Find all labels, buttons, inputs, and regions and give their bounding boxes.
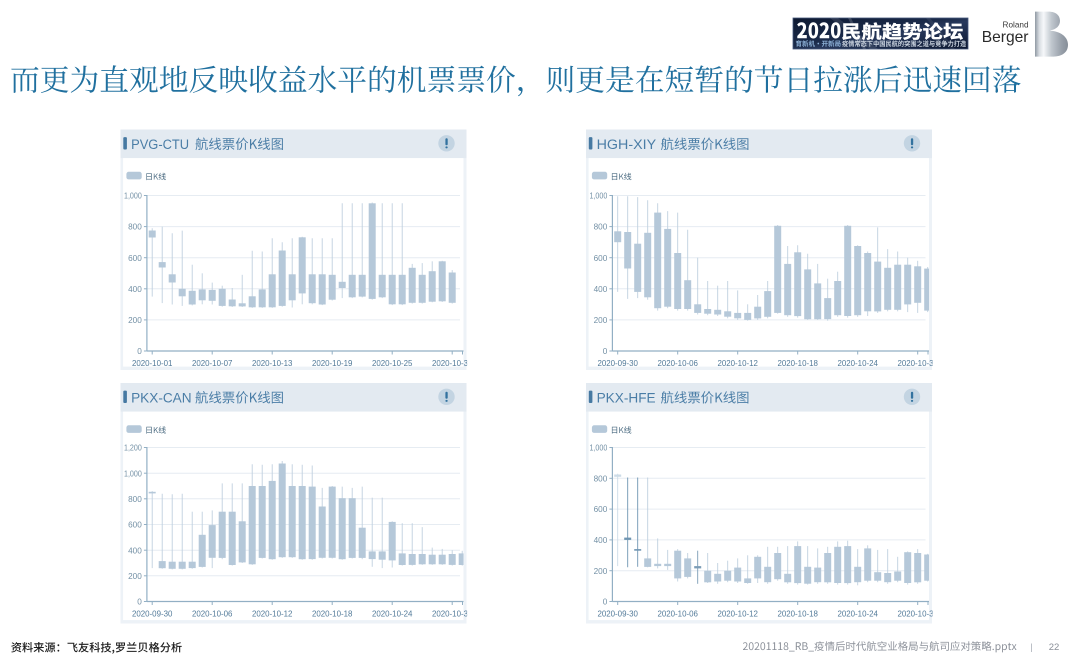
svg-text:22: 22 xyxy=(1049,642,1060,653)
svg-text:1,000: 1,000 xyxy=(124,469,142,478)
svg-text:2020-10-19: 2020-10-19 xyxy=(312,359,353,368)
svg-text:2020-10-18: 2020-10-18 xyxy=(312,610,353,619)
svg-text:1,000: 1,000 xyxy=(590,444,608,453)
svg-text:400: 400 xyxy=(594,536,608,545)
svg-text:2020-10-06: 2020-10-06 xyxy=(192,610,233,619)
svg-text:Berger: Berger xyxy=(982,29,1029,46)
svg-text:2020-10-24: 2020-10-24 xyxy=(837,610,878,619)
svg-text:600: 600 xyxy=(128,254,142,263)
svg-text:600: 600 xyxy=(594,254,608,263)
svg-text:2020-10-06: 2020-10-06 xyxy=(657,359,698,368)
svg-text:2020-10-30: 2020-10-30 xyxy=(897,359,938,368)
svg-text:1,000: 1,000 xyxy=(590,192,608,201)
svg-text:2020-10-31: 2020-10-31 xyxy=(432,359,473,368)
svg-text:2020-09-30: 2020-09-30 xyxy=(597,359,638,368)
svg-text:2020-10-24: 2020-10-24 xyxy=(837,359,878,368)
svg-text:2020-09-30: 2020-09-30 xyxy=(132,610,173,619)
svg-text:400: 400 xyxy=(128,285,142,294)
svg-text:200: 200 xyxy=(594,567,608,576)
svg-text:200: 200 xyxy=(128,316,142,325)
svg-text:PVG-CTU: PVG-CTU xyxy=(131,137,189,153)
svg-text:2020-10-18: 2020-10-18 xyxy=(777,610,818,619)
svg-text:2020-10-07: 2020-10-07 xyxy=(192,359,233,368)
svg-text:800: 800 xyxy=(128,495,142,504)
svg-text:2020-10-12: 2020-10-12 xyxy=(717,359,758,368)
svg-text:2020-10-06: 2020-10-06 xyxy=(657,610,698,619)
svg-text:200: 200 xyxy=(128,572,142,581)
svg-text:600: 600 xyxy=(128,521,142,530)
svg-text:400: 400 xyxy=(128,546,142,555)
svg-text:600: 600 xyxy=(594,505,608,514)
svg-text:2020-10-01: 2020-10-01 xyxy=(132,359,173,368)
svg-text:2020-10-12: 2020-10-12 xyxy=(252,610,293,619)
svg-text:800: 800 xyxy=(594,223,608,232)
svg-text:PKX-CAN: PKX-CAN xyxy=(131,390,192,406)
svg-text:0: 0 xyxy=(603,598,608,607)
svg-text:|: | xyxy=(1030,642,1032,653)
svg-text:2020-10-12: 2020-10-12 xyxy=(717,610,758,619)
svg-text:Roland: Roland xyxy=(1003,21,1029,30)
svg-text:HGH-XIY: HGH-XIY xyxy=(597,137,657,153)
svg-text:1,200: 1,200 xyxy=(124,444,142,453)
svg-text:2020-10-13: 2020-10-13 xyxy=(252,359,293,368)
svg-text:PKX-HFE: PKX-HFE xyxy=(597,390,656,406)
svg-text:2020-09-30: 2020-09-30 xyxy=(597,610,638,619)
svg-text:2020-10-25: 2020-10-25 xyxy=(372,359,413,368)
svg-text:1,000: 1,000 xyxy=(124,192,142,201)
svg-text:2020-10-30: 2020-10-30 xyxy=(432,610,473,619)
svg-text:2020-10-18: 2020-10-18 xyxy=(777,359,818,368)
svg-text:0: 0 xyxy=(137,598,142,607)
svg-text:200: 200 xyxy=(594,316,608,325)
svg-text:2020-10-24: 2020-10-24 xyxy=(372,610,413,619)
svg-text:800: 800 xyxy=(594,474,608,483)
svg-text:2020-10-30: 2020-10-30 xyxy=(897,610,938,619)
svg-text:800: 800 xyxy=(128,223,142,232)
svg-text:400: 400 xyxy=(594,285,608,294)
svg-text:0: 0 xyxy=(603,347,608,356)
svg-text:0: 0 xyxy=(137,347,142,356)
